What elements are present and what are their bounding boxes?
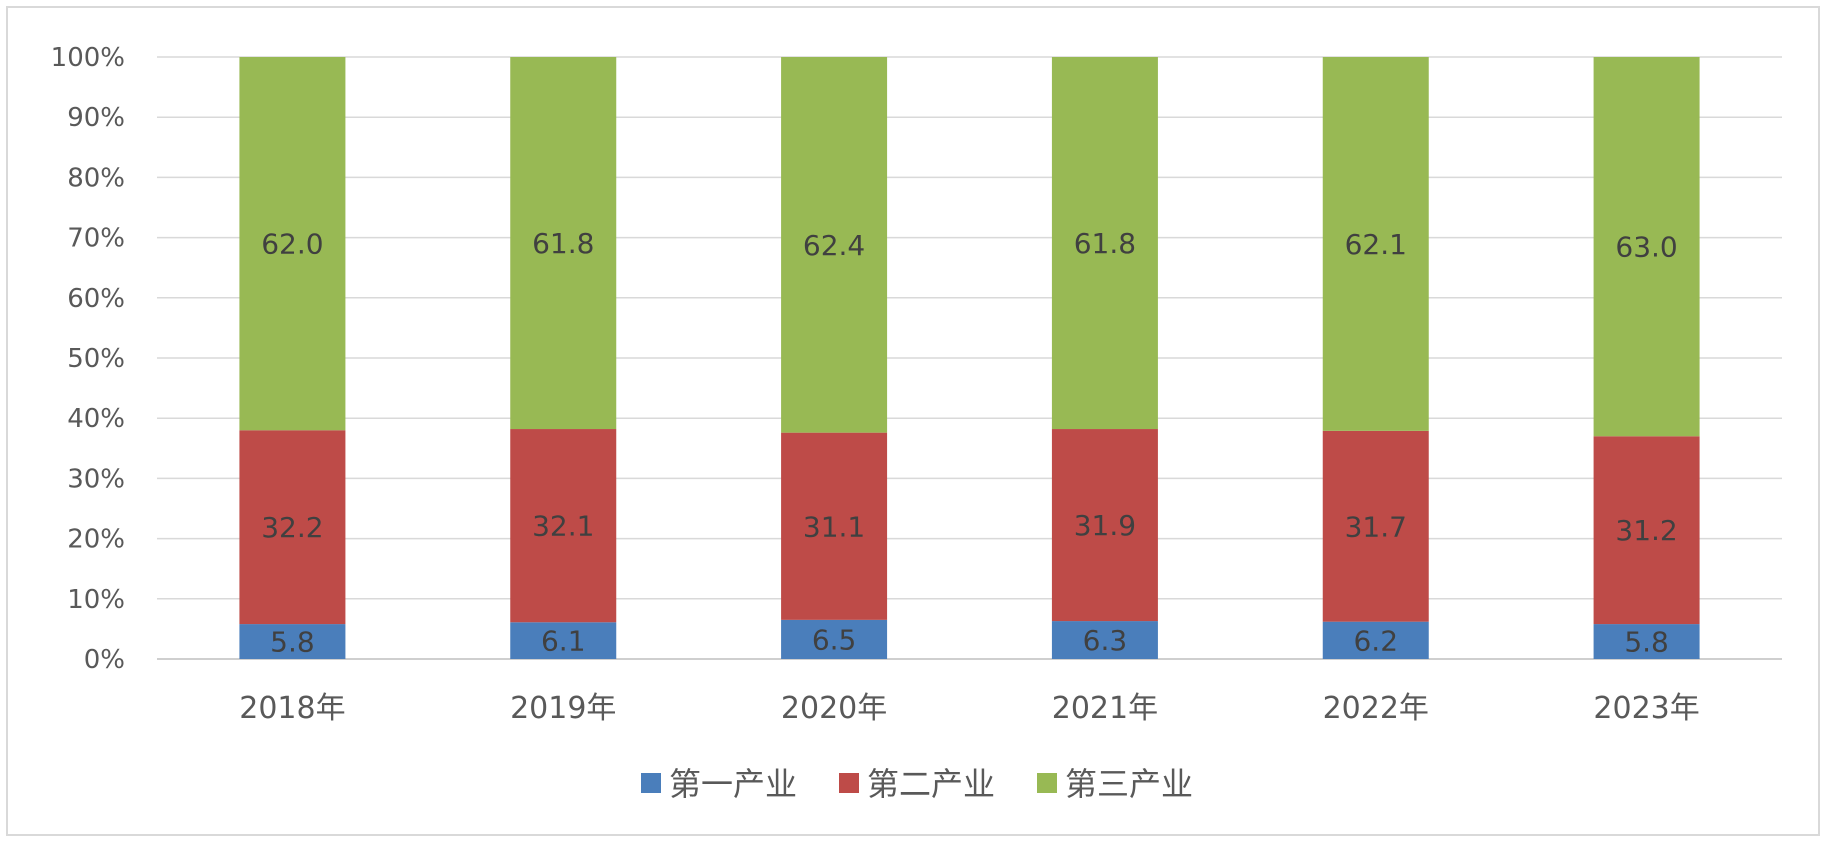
data-label: 61.8 bbox=[532, 227, 594, 260]
y-tick-label: 70% bbox=[67, 224, 125, 254]
legend: 第一产业 第二产业 第三产业 bbox=[641, 765, 1193, 803]
data-label: 31.2 bbox=[1615, 514, 1677, 547]
x-tick-label: 2019年 bbox=[510, 691, 616, 726]
legend-swatch bbox=[1037, 773, 1057, 793]
y-axis: 0% 10% 20% 30% 40% 50% 60% 70% 80% 90% 100% bbox=[51, 43, 125, 675]
x-tick-label: 2018年 bbox=[239, 691, 345, 726]
data-label: 5.8 bbox=[270, 626, 315, 659]
data-label: 63.0 bbox=[1615, 231, 1677, 264]
y-tick-label: 30% bbox=[67, 464, 125, 494]
legend-swatch bbox=[641, 773, 661, 793]
data-label: 32.1 bbox=[532, 510, 594, 543]
data-label: 6.1 bbox=[541, 625, 586, 658]
x-axis: 2018年 2019年 2020年 2021年 2022年 2023年 bbox=[239, 691, 1700, 726]
data-label: 32.2 bbox=[261, 511, 323, 544]
y-tick-label: 90% bbox=[67, 103, 125, 133]
x-tick-label: 2021年 bbox=[1052, 691, 1158, 726]
data-label: 31.7 bbox=[1345, 510, 1407, 543]
legend-swatch bbox=[839, 773, 859, 793]
x-tick-label: 2023年 bbox=[1593, 691, 1699, 726]
x-tick-label: 2022年 bbox=[1323, 691, 1429, 726]
y-tick-label: 40% bbox=[67, 404, 125, 434]
x-tick-label: 2020年 bbox=[781, 691, 887, 726]
data-label: 6.3 bbox=[1083, 624, 1128, 657]
data-label: 6.5 bbox=[812, 623, 857, 656]
y-tick-label: 60% bbox=[67, 284, 125, 314]
y-tick-label: 50% bbox=[67, 344, 125, 374]
data-label: 62.1 bbox=[1345, 228, 1407, 261]
data-label: 62.0 bbox=[261, 228, 323, 261]
y-tick-label: 80% bbox=[67, 163, 125, 193]
y-tick-label: 20% bbox=[67, 525, 125, 555]
legend-label: 第二产业 bbox=[867, 765, 995, 803]
gridlines bbox=[157, 57, 1782, 659]
data-labels: 5.8 32.2 62.0 6.1 32.1 61.8 6.5 31.1 62.4 6.3 31.9… bbox=[261, 227, 1678, 659]
data-label: 6.2 bbox=[1353, 624, 1398, 657]
data-label: 5.8 bbox=[1624, 626, 1669, 659]
legend-label: 第一产业 bbox=[669, 765, 797, 803]
data-label: 31.9 bbox=[1074, 509, 1136, 542]
y-tick-label: 10% bbox=[67, 585, 125, 615]
data-label: 62.4 bbox=[803, 229, 865, 262]
y-tick-label: 0% bbox=[84, 645, 125, 675]
y-tick-label: 100% bbox=[51, 43, 125, 73]
legend-label: 第三产业 bbox=[1065, 765, 1193, 803]
data-label: 61.8 bbox=[1074, 227, 1136, 260]
data-label: 31.1 bbox=[803, 510, 865, 543]
